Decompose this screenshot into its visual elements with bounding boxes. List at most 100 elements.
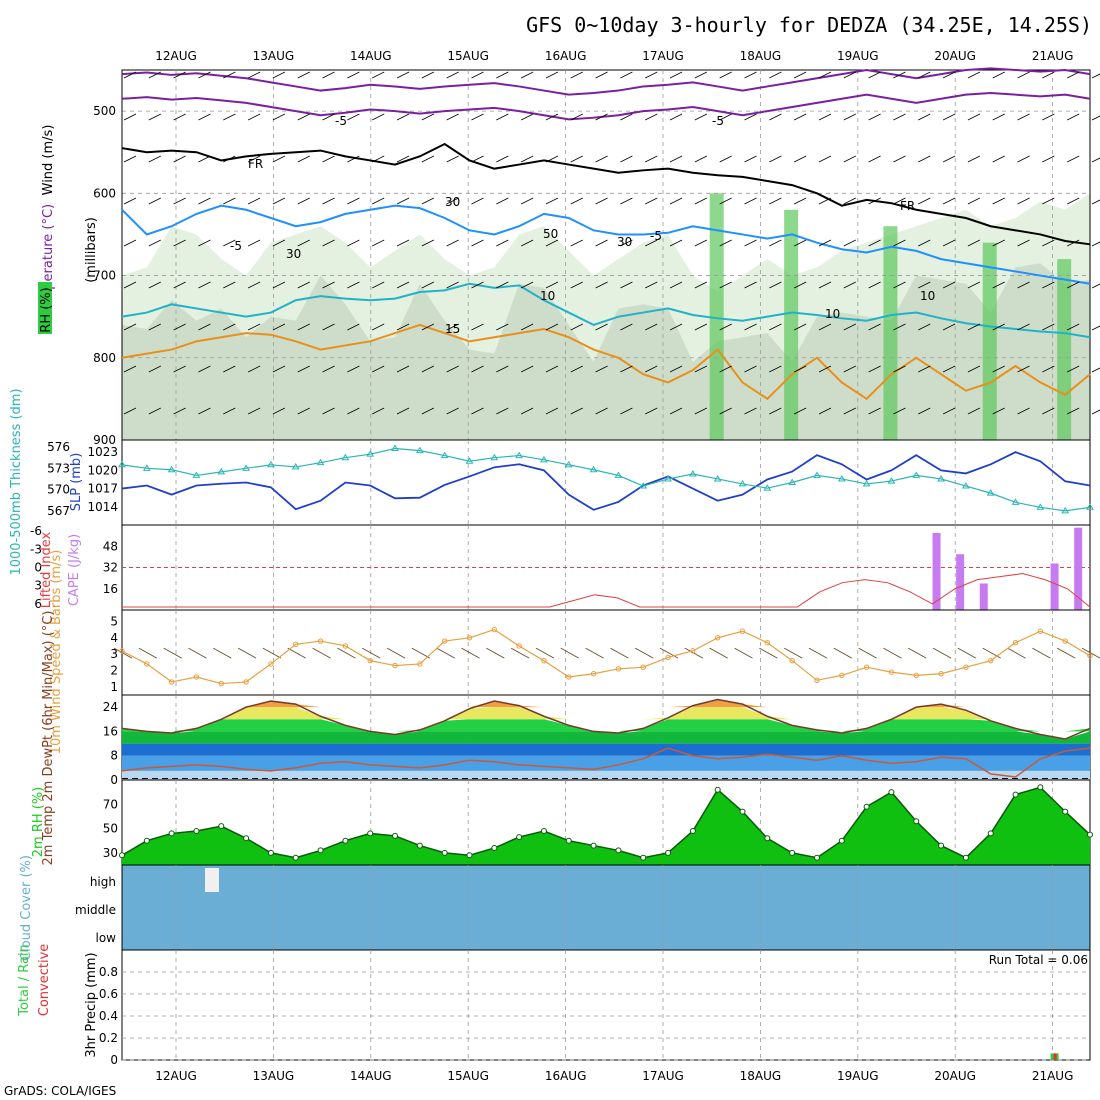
slp-ylabel-group: SLP (mb)	[69, 453, 84, 512]
wind-barb	[843, 323, 856, 331]
thickness-marker	[415, 446, 424, 454]
rh-shade-50	[122, 263, 1090, 440]
thickness-tick: 576	[47, 440, 70, 454]
wind10m-barb	[163, 647, 182, 659]
precip-legend-conv: Convective	[37, 944, 52, 1017]
upper-ylabel-group: RH (%)	[39, 287, 54, 332]
wind-barb	[645, 71, 658, 79]
wind-barb	[893, 155, 906, 163]
wind10m-barb	[709, 647, 728, 659]
wind10m-marker	[317, 638, 324, 644]
wind-barb	[942, 155, 956, 163]
wind-barb	[1067, 365, 1080, 373]
wind-barb	[372, 239, 385, 247]
wind-barb	[992, 197, 1005, 205]
wind-barb	[421, 71, 435, 79]
contour-label: -5	[650, 229, 662, 243]
temp-band	[122, 719, 1090, 732]
temp-line	[121, 698, 1091, 740]
wind-barb	[694, 197, 708, 205]
x-tick-top: 13AUG	[253, 49, 295, 63]
wind-barb	[744, 197, 757, 205]
wind-tick: 1	[110, 680, 118, 694]
rh2m-marker	[292, 854, 299, 861]
rh2m-marker	[367, 830, 374, 837]
wind-barb	[793, 323, 807, 331]
wind10m-barb	[783, 647, 803, 659]
wind-barb	[992, 407, 1005, 415]
thickness-marker	[341, 453, 350, 461]
wind-ylabel-group: 10m Wind Speed & Barbs (m/s)	[49, 550, 64, 755]
thickness-marker	[540, 455, 548, 463]
wind-barb	[719, 407, 732, 415]
wind-barb	[347, 365, 360, 373]
isotherm-line	[121, 92, 1091, 121]
wind10m-barb	[486, 647, 505, 659]
wind10m-speed-line	[121, 628, 1091, 685]
wind-barb	[744, 71, 757, 79]
wind10m-marker	[168, 679, 175, 685]
wind-barb	[446, 71, 459, 79]
wind-barb	[247, 365, 261, 373]
wind-barb	[719, 365, 732, 373]
isotherm-line	[121, 204, 1091, 285]
wind-barb	[669, 239, 683, 247]
wind-barb	[247, 155, 261, 163]
wind-barb	[198, 155, 211, 163]
wind-barb	[372, 113, 385, 121]
wind10m-barb	[635, 647, 654, 659]
wind-barb	[347, 113, 360, 121]
wind-barb	[793, 71, 807, 79]
wind-barb	[396, 365, 410, 373]
thickness-marker	[664, 474, 672, 482]
wind-barb	[347, 407, 360, 415]
chart-title: GFS 0~10day 3-hourly for DEDZA (34.25E, …	[526, 13, 1092, 37]
thickness-marker	[440, 451, 449, 459]
wind-barb	[123, 365, 137, 373]
wind-barb	[272, 71, 286, 79]
wind-ylabel: 10m Wind Speed & Barbs (m/s)	[49, 550, 64, 755]
wind-barb	[396, 155, 410, 163]
wind-tick: 4	[110, 631, 118, 645]
thickness-marker	[366, 450, 375, 457]
rh2m-marker	[193, 828, 200, 834]
temp-band	[122, 770, 1090, 780]
wind-barb	[1017, 323, 1030, 331]
rh2m-marker	[392, 832, 399, 839]
wind-barb	[620, 71, 633, 79]
wind-barb	[520, 239, 534, 247]
li-ylabel: Lifted Index	[39, 531, 54, 608]
wind-barb	[421, 155, 435, 163]
wind-barb	[620, 113, 633, 121]
wind10m-barb	[361, 647, 381, 659]
wind-barb	[793, 407, 807, 415]
cape-bar	[956, 554, 965, 610]
wind-barb	[942, 365, 956, 373]
slp-ylabel-group: 1000-500mb Thickness (dm)	[9, 388, 24, 575]
rh-ylabel: 2m RH (%)	[31, 787, 46, 858]
wind-barb	[421, 365, 435, 373]
wind-barb	[446, 113, 459, 121]
wind-barb	[297, 113, 310, 121]
wind10m-barb	[908, 647, 927, 659]
pressure-tick: 900	[93, 433, 116, 447]
wind-barb	[520, 407, 534, 415]
wind-barb	[570, 197, 583, 205]
wind10m-marker	[1062, 638, 1068, 644]
x-tick-bottom: 20AUG	[934, 1069, 976, 1083]
wind-barb	[223, 71, 236, 79]
wind-barb	[868, 239, 881, 247]
wind-barb	[123, 197, 137, 205]
cape-ylabel-group: Lifted Index	[39, 531, 54, 608]
run-total: Run Total = 0.06	[989, 953, 1088, 967]
wind-barb	[1042, 71, 1055, 79]
wind-barb	[620, 281, 633, 289]
wind-barb	[744, 407, 757, 415]
cloud-ylabel-group: Cloud Cover (%)	[19, 855, 34, 961]
rh2m-marker	[491, 845, 498, 851]
wind10m-barb	[1007, 647, 1026, 659]
wind-barb	[471, 71, 484, 79]
wind-barb	[818, 239, 832, 247]
wind-barb	[769, 323, 782, 331]
wind-barb	[967, 155, 981, 163]
